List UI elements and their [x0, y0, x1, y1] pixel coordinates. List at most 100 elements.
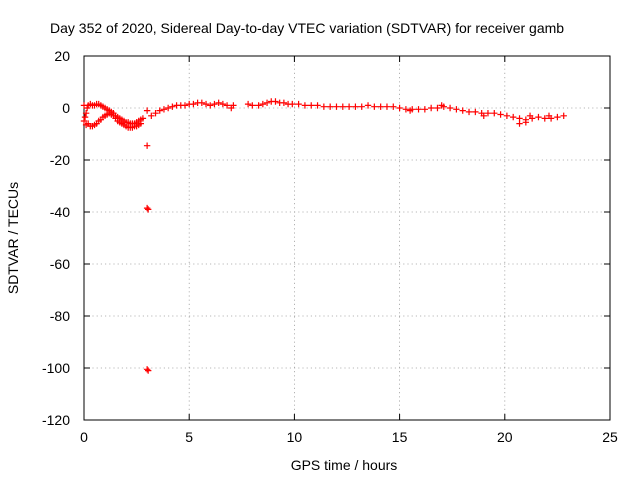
x-tick-label: 0 [80, 429, 88, 445]
data-point [144, 206, 152, 213]
y-tick-label: -120 [42, 412, 70, 428]
data-point [82, 121, 90, 129]
data-point [314, 102, 321, 109]
data-point [143, 366, 151, 373]
data-point [510, 113, 517, 121]
data-point [301, 102, 309, 109]
data-point [190, 100, 197, 108]
data-point [249, 102, 256, 109]
data-point [137, 120, 145, 127]
data-point [255, 102, 262, 109]
data-point [497, 111, 504, 118]
data-point [526, 112, 534, 119]
y-axis-label: SDTVAR / TECUs [5, 182, 21, 294]
data-point [339, 103, 346, 110]
data-point [143, 204, 151, 212]
data-point [446, 104, 454, 112]
data-point [377, 103, 384, 110]
data-point [491, 110, 498, 117]
data-point [160, 106, 168, 113]
data-point [438, 102, 445, 109]
data-point [480, 112, 487, 119]
data-point [207, 102, 214, 109]
data-point [80, 117, 88, 125]
data-point [156, 107, 163, 114]
y-tick-label: -20 [50, 152, 70, 168]
data-point [503, 112, 511, 119]
data-point [320, 103, 328, 110]
data-point [219, 100, 227, 108]
data-point [352, 103, 359, 110]
data-point [484, 110, 492, 117]
data-point [402, 106, 410, 113]
data-point [326, 103, 334, 110]
data-point [280, 99, 288, 106]
data-point [169, 103, 176, 110]
data-point [152, 110, 159, 117]
x-tick-label: 25 [602, 429, 618, 445]
y-tick-label: 20 [54, 48, 70, 64]
data-point [139, 115, 147, 122]
data-point [230, 102, 237, 109]
data-point [371, 103, 378, 110]
data-point [272, 98, 279, 105]
data-point [164, 104, 172, 112]
data-point [459, 107, 466, 114]
data-point [215, 99, 222, 106]
data-point [516, 120, 523, 127]
data-point [345, 103, 353, 110]
data-point [148, 112, 155, 119]
data-point [396, 104, 403, 112]
axis-ticks: 0 5 10 15 20 25 20 0 -20 -40 -60 -80 -100 -120 [42, 48, 618, 445]
data-point [198, 99, 206, 106]
data-point [202, 100, 210, 108]
data-point [81, 113, 89, 121]
data-point [406, 107, 414, 114]
y-tick-label: -60 [50, 256, 70, 272]
x-tick-label: 15 [392, 429, 408, 445]
grid-lines [84, 56, 610, 420]
data-point [295, 100, 302, 108]
y-tick-label: -80 [50, 308, 70, 324]
data-point [143, 107, 151, 114]
data-point [522, 119, 530, 126]
data-point [421, 106, 429, 113]
data-point [244, 100, 252, 108]
data-point [143, 142, 151, 149]
y-tick-label: -40 [50, 204, 70, 220]
data-point [333, 103, 340, 110]
data-point [364, 102, 372, 109]
plot-frame [83, 55, 611, 421]
x-tick-label: 5 [185, 429, 193, 445]
data-point [211, 100, 218, 108]
data-point [554, 113, 561, 121]
data-points [80, 98, 567, 374]
data-point [545, 112, 553, 119]
data-point [415, 106, 422, 113]
x-tick-label: 20 [497, 429, 513, 445]
data-point [263, 99, 271, 106]
data-point [82, 110, 90, 117]
data-point [560, 112, 567, 119]
data-point [259, 100, 267, 108]
y-tick-label: 0 [62, 100, 70, 116]
data-point [223, 102, 231, 109]
data-point [453, 106, 460, 113]
data-point [427, 104, 435, 112]
data-point [390, 103, 397, 110]
data-point [289, 100, 296, 108]
data-point [383, 103, 391, 110]
data-point [434, 104, 441, 112]
chart-title: Day 352 of 2020, Sidereal Day-to-day VTE… [50, 20, 564, 36]
data-point [358, 103, 365, 110]
data-point [308, 102, 315, 109]
y-tick-label: -100 [42, 360, 70, 376]
data-point [541, 115, 548, 122]
x-axis-label: GPS time / hours [291, 457, 398, 473]
data-point [181, 102, 189, 109]
x-tick-label: 10 [287, 429, 303, 445]
data-point [472, 108, 479, 116]
data-point [465, 108, 473, 116]
data-point [144, 367, 152, 374]
